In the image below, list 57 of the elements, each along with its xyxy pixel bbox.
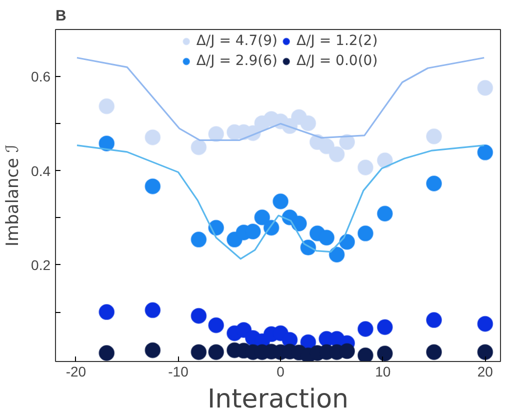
x-tick-label: -10 xyxy=(168,364,189,380)
point xyxy=(477,316,494,332)
point xyxy=(300,115,316,132)
y-tick-label: 0.4 xyxy=(31,162,51,179)
point xyxy=(328,246,345,263)
point xyxy=(290,216,307,232)
legend-label: Δ/J = 4.7(9) xyxy=(196,33,278,49)
point xyxy=(208,317,224,334)
legend-label: Δ/J = 1.2(2) xyxy=(296,33,378,49)
point xyxy=(272,193,289,210)
x-tick-label: 20 xyxy=(477,364,494,380)
point xyxy=(98,98,115,114)
point xyxy=(98,345,115,362)
x-axis-title: Interaction xyxy=(207,384,349,414)
y-tick-label: 0.2 xyxy=(31,256,51,273)
x-tick-label: 10 xyxy=(375,364,391,380)
point xyxy=(190,139,207,156)
point xyxy=(190,308,207,324)
legend-label: Δ/J = 2.9(6) xyxy=(196,53,278,69)
point xyxy=(254,209,270,226)
point xyxy=(339,234,356,250)
point xyxy=(318,138,335,154)
point xyxy=(426,312,442,328)
point xyxy=(477,144,494,160)
point xyxy=(357,225,374,242)
point xyxy=(477,344,494,360)
point xyxy=(426,344,442,360)
y-tick-label: 0.6 xyxy=(31,68,51,85)
point xyxy=(376,152,393,168)
point xyxy=(144,302,161,318)
point xyxy=(144,178,161,194)
point xyxy=(208,344,224,360)
x-tick-label: 0 xyxy=(276,364,285,380)
point xyxy=(376,346,393,362)
legend-label: Δ/J = 0.0(0) xyxy=(296,53,378,69)
point xyxy=(376,206,393,222)
point xyxy=(144,129,161,146)
point xyxy=(98,135,115,152)
point xyxy=(190,232,207,248)
chart-title: B xyxy=(56,8,66,24)
point xyxy=(339,343,356,360)
x-tick-label: -20 xyxy=(66,364,86,380)
point xyxy=(357,159,374,176)
point xyxy=(318,230,335,246)
point xyxy=(208,126,224,142)
point xyxy=(190,344,207,360)
point xyxy=(144,342,161,358)
point xyxy=(328,146,345,162)
y-axis-title: Imbalance ℐ xyxy=(3,144,24,246)
point xyxy=(477,80,494,96)
point xyxy=(426,128,442,144)
point xyxy=(357,321,374,337)
point xyxy=(376,319,393,336)
point xyxy=(98,304,115,320)
point xyxy=(426,176,442,192)
point xyxy=(339,134,356,150)
point xyxy=(357,347,374,362)
